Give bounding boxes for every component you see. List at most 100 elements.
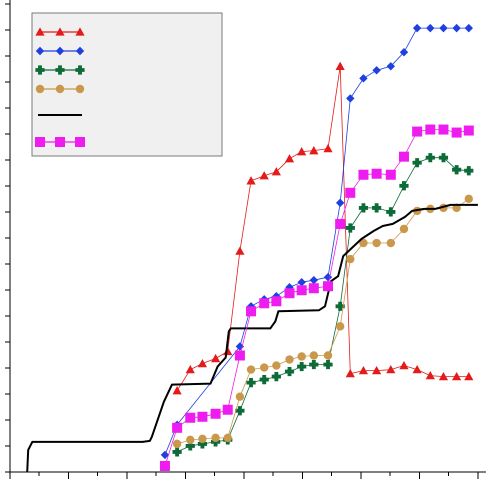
- legend-marker: [35, 46, 45, 56]
- series-3-point: [246, 378, 256, 388]
- series-6-point: [259, 298, 270, 309]
- series-4-line: [176, 198, 470, 445]
- series-2-point: [386, 62, 395, 71]
- legend-item-4: [35, 84, 85, 94]
- series-6-point: [425, 124, 436, 135]
- legend-box: [31, 12, 223, 157]
- series-4-point: [172, 439, 182, 449]
- series-6-point: [210, 408, 221, 419]
- axis-ticks: [5, 3, 479, 479]
- series-3-point: [412, 158, 422, 168]
- series-4-point: [223, 433, 232, 443]
- series-1-point: [452, 371, 462, 381]
- series-2-point: [412, 23, 422, 33]
- series-2-point: [372, 66, 381, 75]
- series-2-point: [426, 23, 435, 33]
- series-2-point: [335, 198, 345, 208]
- series-4-point: [186, 435, 195, 445]
- series-6-point: [197, 411, 208, 422]
- series-6-point: [335, 218, 346, 229]
- plot-area: [9, 0, 486, 473]
- legend-item-2: [35, 46, 85, 56]
- series-5: [26, 203, 478, 473]
- series-2-point: [297, 277, 306, 287]
- series-1-point: [464, 371, 474, 381]
- series-2-point: [399, 48, 409, 57]
- series-1-point: [323, 144, 333, 153]
- series-3-point: [464, 166, 474, 176]
- series-1-point: [358, 365, 369, 375]
- series-6-point: [438, 124, 449, 135]
- series-2-point: [452, 23, 461, 33]
- legend-marker: [35, 65, 45, 75]
- legend-item-6: [35, 137, 85, 147]
- legend-item-3: [35, 65, 85, 75]
- series-4-point: [346, 254, 355, 264]
- series-6-point: [463, 125, 474, 136]
- series-6-point: [345, 187, 356, 198]
- series-3-point: [358, 203, 369, 213]
- series-3-point: [185, 441, 195, 451]
- series-3-point: [372, 203, 382, 213]
- legend-marker: [55, 27, 65, 36]
- series-1-point: [412, 364, 422, 374]
- series-4-point: [386, 238, 395, 248]
- series-1-point: [185, 364, 195, 374]
- series-6-point: [412, 126, 423, 137]
- legend-marker: [35, 27, 45, 36]
- series-1-point: [335, 61, 345, 70]
- series-1-point: [284, 154, 295, 163]
- series-2-point: [346, 94, 355, 103]
- series-3-point: [386, 207, 396, 217]
- series-3-point: [425, 153, 435, 163]
- legend: [31, 12, 223, 157]
- series-3-point: [235, 406, 245, 416]
- series-6-point: [159, 460, 170, 471]
- series-6-point: [308, 283, 319, 294]
- series-1-point: [210, 353, 221, 363]
- legend-marker: [75, 65, 85, 75]
- series-6: [159, 124, 474, 471]
- legend-marker: [55, 84, 65, 94]
- series-6-point: [172, 422, 183, 433]
- series-4-point: [464, 194, 473, 204]
- series-3-point: [197, 439, 208, 449]
- series-3-point: [399, 181, 409, 191]
- series-1-point: [235, 246, 245, 255]
- series-2-point: [439, 23, 448, 33]
- series-3-point: [438, 153, 449, 163]
- legend-marker: [75, 84, 85, 94]
- series-6-point: [185, 412, 196, 423]
- series-layer: [26, 23, 478, 473]
- series-6-point: [284, 288, 295, 299]
- series-4-point: [260, 363, 269, 372]
- series-1-point: [399, 360, 409, 370]
- series-1-point: [271, 167, 281, 176]
- series-3-point: [271, 371, 281, 382]
- series-1-point: [386, 364, 396, 374]
- series-3-point: [335, 301, 345, 311]
- series-1-point: [297, 147, 307, 156]
- series-1-point: [246, 176, 256, 185]
- series-3-point: [284, 366, 295, 377]
- series-6-point: [246, 306, 257, 317]
- series-4-point: [235, 392, 245, 401]
- series-6-point: [234, 350, 245, 361]
- legend-marker: [35, 84, 45, 94]
- series-6-point: [451, 127, 462, 138]
- series-2-point: [464, 23, 473, 33]
- series-2-point: [359, 74, 368, 83]
- series-4-point: [309, 351, 319, 360]
- series-4-point: [297, 352, 306, 361]
- series-6-point: [323, 281, 334, 292]
- series-3-point: [323, 359, 333, 370]
- series-4-point: [246, 365, 256, 374]
- series-2-point: [309, 275, 319, 285]
- legend-item-1: [35, 27, 85, 36]
- series-1-point: [345, 368, 355, 378]
- series-1-point: [309, 146, 319, 155]
- series-1-point: [438, 371, 449, 381]
- series-2: [160, 23, 473, 460]
- series-1-point: [197, 358, 208, 368]
- series-6-point: [371, 168, 382, 179]
